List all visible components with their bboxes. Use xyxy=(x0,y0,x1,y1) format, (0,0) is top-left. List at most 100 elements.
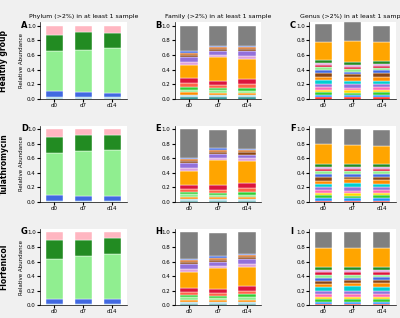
Bar xyxy=(46,259,63,299)
Bar xyxy=(315,92,332,95)
Title: Genus (>2%) in at least 1 sample: Genus (>2%) in at least 1 sample xyxy=(300,14,400,19)
Bar xyxy=(209,197,227,199)
Bar xyxy=(238,195,256,197)
Bar xyxy=(373,283,390,287)
Bar xyxy=(209,148,227,149)
Bar xyxy=(238,197,256,199)
Bar xyxy=(238,267,256,286)
Bar xyxy=(315,169,332,171)
Bar xyxy=(373,146,390,164)
Bar xyxy=(209,90,227,93)
Bar xyxy=(180,168,198,171)
Title: Phylum (>2%) in at least 1 sample: Phylum (>2%) in at least 1 sample xyxy=(29,14,138,19)
Bar xyxy=(344,88,361,90)
Bar xyxy=(344,67,361,69)
Bar xyxy=(209,262,227,266)
Bar xyxy=(209,158,227,160)
Bar xyxy=(238,52,256,56)
Bar xyxy=(104,135,121,149)
Bar xyxy=(46,153,63,196)
Bar xyxy=(344,294,361,297)
Bar xyxy=(344,304,361,305)
Bar xyxy=(180,232,198,259)
Bar xyxy=(180,83,198,87)
Bar xyxy=(373,176,390,180)
Bar xyxy=(373,291,390,294)
Bar xyxy=(373,169,390,171)
Bar xyxy=(315,67,332,70)
Bar xyxy=(373,92,390,95)
Bar xyxy=(344,201,361,202)
Bar xyxy=(344,65,361,67)
Bar xyxy=(344,183,361,187)
Text: G: G xyxy=(21,227,28,236)
Bar xyxy=(373,171,390,174)
Bar xyxy=(209,93,227,95)
Bar xyxy=(373,273,390,275)
Bar xyxy=(315,294,332,297)
Bar xyxy=(180,260,198,262)
Bar xyxy=(373,90,390,92)
Bar xyxy=(238,253,256,255)
Bar xyxy=(238,302,256,304)
Text: C: C xyxy=(290,21,296,30)
Y-axis label: Relative Abundance: Relative Abundance xyxy=(19,33,24,88)
Bar xyxy=(180,78,198,83)
Bar xyxy=(180,189,198,192)
Bar xyxy=(180,262,198,265)
Bar xyxy=(180,302,198,304)
Bar xyxy=(373,97,390,99)
Bar xyxy=(373,302,390,304)
Bar xyxy=(344,297,361,300)
Bar xyxy=(315,84,332,87)
Bar xyxy=(180,62,198,65)
Bar xyxy=(209,190,227,192)
Bar xyxy=(315,24,332,42)
Bar xyxy=(75,129,92,135)
Bar xyxy=(315,63,332,65)
Bar xyxy=(209,268,227,288)
Bar xyxy=(315,275,332,278)
Bar xyxy=(238,149,256,150)
Bar xyxy=(209,152,227,154)
Legend: Bacteroidaceae, Bovine respiratory..., Campylobacteraceae, Leptotrichiaceae, Lac: Bacteroidaceae, Bovine respiratory..., C… xyxy=(325,33,372,97)
Bar xyxy=(46,92,63,97)
Y-axis label: Relative Abundance: Relative Abundance xyxy=(19,136,24,191)
Bar xyxy=(373,184,390,187)
Bar xyxy=(75,256,92,300)
Bar xyxy=(373,61,390,64)
Text: I: I xyxy=(290,227,293,236)
Bar xyxy=(315,73,332,77)
Legend: Actinobacteria, Bacteroidetes, Firmicutes, Proteobacteria, Tenericutes: Actinobacteria, Bacteroidetes, Firmicute… xyxy=(203,176,238,200)
Bar xyxy=(238,88,256,91)
Bar xyxy=(344,176,361,179)
Bar xyxy=(209,296,227,298)
Bar xyxy=(315,42,332,60)
Bar xyxy=(46,26,63,35)
Bar xyxy=(344,191,361,193)
Bar xyxy=(373,64,390,66)
Bar xyxy=(104,149,121,196)
Bar xyxy=(180,265,198,269)
Bar xyxy=(344,171,361,174)
Bar xyxy=(344,95,361,97)
Bar xyxy=(315,97,332,99)
Bar xyxy=(238,192,256,195)
Bar xyxy=(238,257,256,259)
Bar xyxy=(238,300,256,302)
Bar xyxy=(373,267,390,270)
Bar xyxy=(180,292,198,295)
Bar xyxy=(344,97,361,99)
Bar xyxy=(209,85,227,88)
Bar xyxy=(315,95,332,97)
Bar xyxy=(238,93,256,95)
Bar xyxy=(238,84,256,88)
Bar xyxy=(209,47,227,49)
Bar xyxy=(209,154,227,158)
Bar xyxy=(315,174,332,177)
Bar xyxy=(373,294,390,297)
Bar xyxy=(373,167,390,169)
Bar xyxy=(344,77,361,80)
Bar xyxy=(238,26,256,45)
Bar xyxy=(315,80,332,84)
